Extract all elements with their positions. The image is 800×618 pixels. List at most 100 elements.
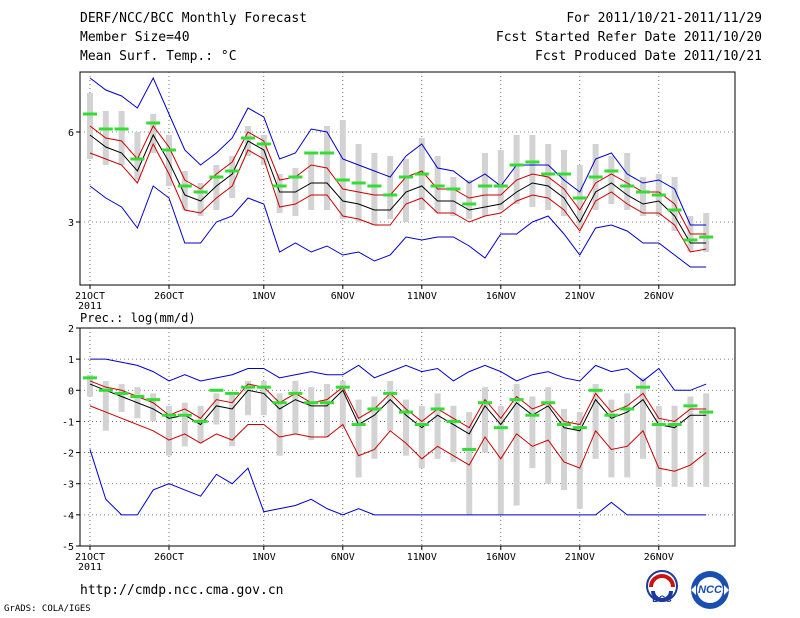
x-tick-label: 26OCT (154, 552, 184, 563)
forecast-marker (320, 401, 334, 405)
ensemble-box (197, 183, 204, 216)
x-tick-label: 16NOV (486, 291, 516, 302)
forecast-marker (256, 385, 271, 389)
ensemble-box (387, 156, 394, 219)
forecast-marker (367, 407, 382, 411)
precip-axis-label: Prec.: log(mm/d) (80, 311, 196, 325)
y-tick-label: -2 (62, 449, 74, 460)
ensemble-box (87, 374, 93, 397)
forecast-marker (651, 423, 666, 427)
ensemble-box (497, 405, 504, 515)
ensemble-box (466, 412, 473, 515)
ensemble-box (624, 393, 631, 478)
series-line-max (89, 185, 707, 268)
x-tick-label: 16NOV (486, 552, 516, 563)
fcst-started-label: Fcst Started Refer Date 2011/10/20 (495, 30, 762, 45)
ensemble-box (703, 393, 710, 487)
ensemble-box (308, 153, 315, 210)
ensemble-box (482, 387, 488, 453)
forecast-marker (588, 388, 603, 392)
ensemble-box (213, 165, 220, 210)
forecast-marker (209, 388, 224, 392)
forecast-marker (114, 127, 129, 131)
forecast-marker (162, 148, 176, 152)
ensemble-box (608, 156, 615, 204)
forecast-marker (177, 413, 192, 417)
forecast-marker (478, 184, 492, 188)
forecast-marker (509, 163, 524, 167)
forecast-marker (525, 160, 540, 164)
x-tick-label: 6NOV (331, 291, 355, 302)
forecast-marker (541, 401, 556, 405)
footer-url-link[interactable]: http://cmdp.ncc.cma.gov.cn (80, 583, 284, 598)
ensemble-box (371, 153, 378, 225)
forecast-marker (241, 136, 255, 140)
ensemble-box (576, 412, 583, 509)
bcc-logo: BCC (641, 569, 683, 609)
ensemble-box (339, 380, 346, 428)
x-tick-label: 21NOV (565, 552, 595, 563)
ensemble-box (387, 380, 394, 431)
chart-title: DERF/NCC/BCC Monthly Forecast (80, 11, 307, 26)
forecast-marker (462, 202, 477, 206)
forecast-marker (446, 187, 461, 191)
forecast-marker (667, 208, 682, 212)
forecast-marker (414, 172, 429, 176)
temp-panel: 21OCT 26OCT 1NOV 6NOV 11NOV 16NOV 21NOV 26NOV 20… (68, 71, 736, 312)
ensemble-box (703, 213, 710, 252)
forecast-marker (478, 401, 492, 405)
ensemble-box (260, 380, 267, 416)
forecast-marker (636, 385, 650, 389)
forecast-marker (651, 193, 666, 197)
forecast-marker (304, 151, 319, 155)
ensemble-box (308, 387, 315, 441)
x-tick-label: 26OCT (154, 291, 184, 302)
ensemble-box (181, 171, 188, 210)
forecast-marker (162, 413, 176, 417)
x-tick-label: 26NOV (644, 552, 674, 563)
forecast-marker (446, 419, 461, 423)
ensemble-box (624, 153, 631, 210)
y-tick-label: 6 (68, 128, 74, 139)
forecast-marker (383, 391, 398, 395)
forecast-marker (367, 184, 382, 188)
series-line-lower_red (89, 142, 707, 253)
forecast-marker (272, 401, 287, 405)
forecast-marker (399, 175, 413, 179)
forecast-marker (304, 401, 319, 405)
ensemble-box (561, 408, 567, 490)
forecast-marker (335, 178, 350, 182)
forecast-marker (335, 385, 350, 389)
ensemble-box (403, 159, 409, 222)
ensemble-box (450, 405, 457, 462)
forecast-marker (98, 388, 113, 392)
forecast-marker (699, 410, 714, 414)
ensemble-box (276, 393, 283, 456)
forecast-marker (193, 419, 208, 423)
ensemble-box (166, 405, 172, 456)
ensemble-box (671, 405, 678, 487)
forecast-marker (620, 407, 635, 411)
series-line-upper_red (89, 380, 707, 429)
x-tick-label: 1NOV (252, 291, 276, 302)
member-size-label: Member Size=40 (80, 30, 190, 45)
forecast-marker (209, 175, 224, 179)
forecast-marker (146, 121, 161, 125)
y-tick-label: -3 (62, 480, 74, 491)
forecast-marker (699, 235, 714, 239)
x-tick-label: 21OCT (75, 291, 105, 302)
forecast-marker (557, 423, 571, 427)
ensemble-box (150, 393, 157, 422)
forecast-marker (193, 190, 208, 194)
ensemble-box (545, 387, 552, 484)
ensemble-box (150, 114, 157, 153)
x-tick-label: 21NOV (565, 291, 595, 302)
ensemble-box (118, 111, 125, 165)
forecast-marker (399, 410, 413, 414)
forecast-marker (572, 196, 587, 200)
forecast-period-label: For 2011/10/21-2011/11/29 (566, 11, 762, 26)
ensemble-box (640, 177, 646, 216)
forecast-marker (225, 169, 240, 173)
ensemble-box (513, 135, 520, 204)
